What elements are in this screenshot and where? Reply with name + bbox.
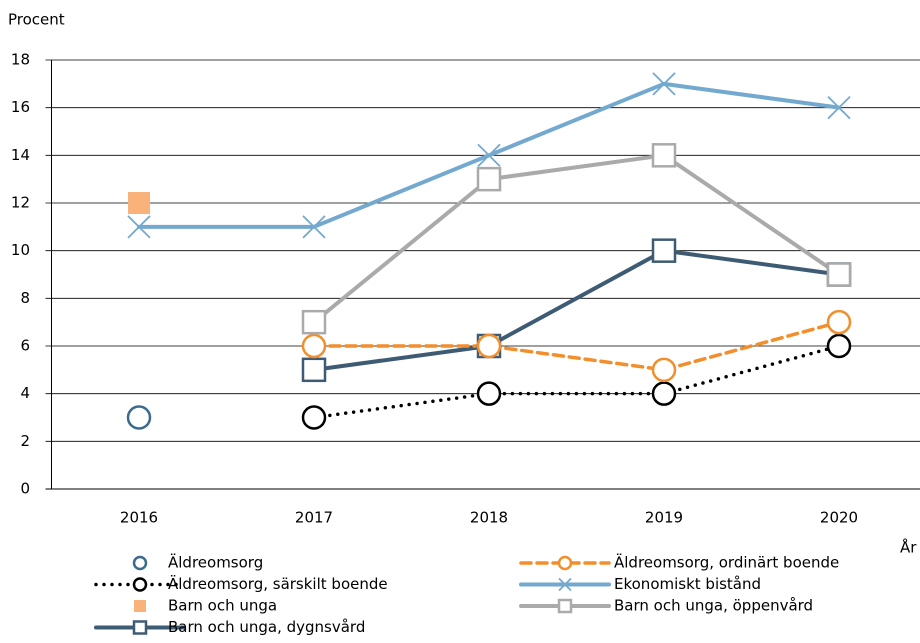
series-line — [312, 248, 841, 372]
x-tick-label: 2019 — [645, 509, 683, 527]
marker — [301, 357, 327, 383]
marker — [651, 143, 677, 168]
marker — [134, 600, 146, 612]
x-tick-label: 2017 — [295, 509, 333, 527]
y-tick-label: 16 — [11, 98, 30, 116]
marker — [651, 238, 677, 263]
marker — [476, 381, 502, 406]
legend-label: Äldreomsorg — [168, 553, 263, 572]
marker — [826, 309, 852, 335]
x-tick-label: 2016 — [120, 509, 158, 527]
marker — [132, 620, 148, 635]
legend-label: Barn och unga, dygnsvård — [168, 618, 365, 636]
marker — [132, 555, 148, 571]
legend-label: Barn och unga — [168, 597, 277, 615]
legend-label: Ekonomiskt bistånd — [614, 575, 761, 593]
y-tick-label: 6 — [20, 337, 30, 355]
series-line — [312, 153, 841, 325]
marker — [476, 166, 502, 192]
marker — [301, 309, 327, 335]
marker — [651, 357, 677, 383]
marker — [301, 405, 327, 430]
marker — [652, 72, 676, 96]
marker — [558, 577, 572, 592]
marker — [127, 215, 151, 239]
marker — [557, 555, 573, 571]
marker — [826, 333, 852, 359]
marker — [557, 598, 573, 614]
series-line — [312, 344, 841, 420]
marker — [476, 333, 502, 359]
y-tick-label: 18 — [11, 51, 30, 69]
y-axis-label: Procent — [8, 11, 65, 29]
y-tick-label: 2 — [20, 432, 30, 450]
x-axis-label: År — [900, 538, 917, 557]
legend-label: Äldreomsorg, ordinärt boende — [614, 553, 839, 572]
series-line — [312, 320, 841, 372]
y-tick-label: 0 — [20, 480, 30, 498]
marker — [651, 381, 677, 406]
x-tick-label: 2020 — [820, 509, 858, 527]
y-tick-label: 14 — [11, 146, 30, 164]
x-tick-label: 2018 — [470, 509, 508, 527]
y-tick-label: 8 — [20, 289, 30, 307]
marker — [302, 215, 326, 239]
marker — [477, 143, 501, 167]
y-tick-label: 4 — [20, 384, 30, 402]
marker — [128, 192, 150, 214]
legend-label: Barn och unga, öppenvård — [614, 597, 813, 615]
legend-label: Äldreomsorg, särskilt boende — [168, 574, 388, 593]
marker — [126, 405, 152, 430]
y-tick-label: 12 — [11, 194, 30, 212]
marker — [826, 262, 852, 287]
marker — [827, 96, 851, 120]
marker — [132, 577, 148, 592]
y-tick-label: 10 — [11, 241, 30, 259]
marker — [301, 333, 327, 359]
